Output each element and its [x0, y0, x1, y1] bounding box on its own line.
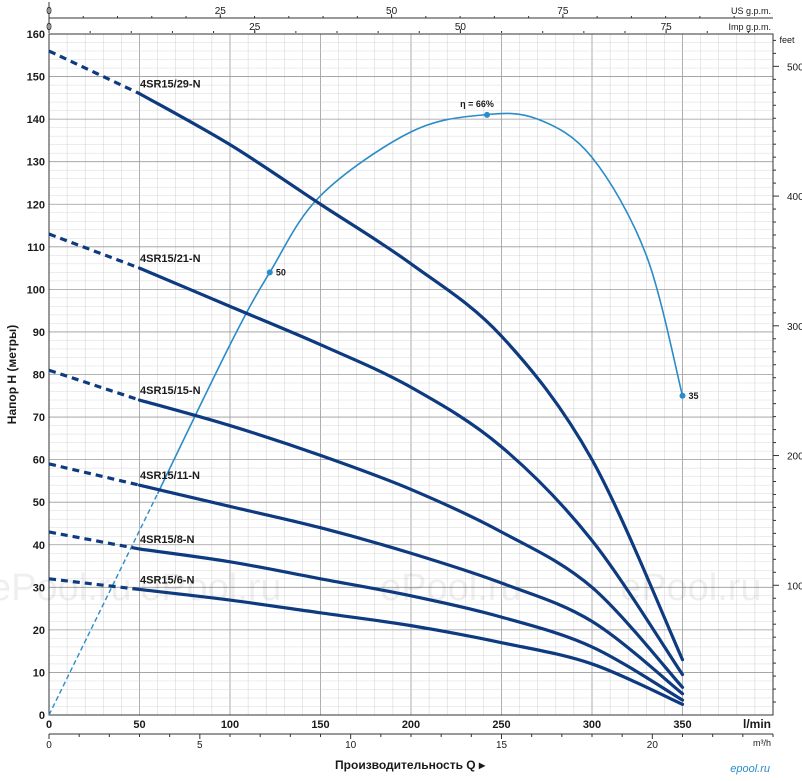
feet-tick-label: 300	[787, 322, 802, 333]
feet-tick-label: 500	[787, 62, 802, 73]
feet-unit-label: feet	[779, 35, 795, 45]
imp-gpm-unit-label: Imp g.p.m.	[728, 22, 771, 32]
efficiency-point	[679, 392, 686, 399]
y-tick-label: 50	[33, 497, 45, 509]
us-gpm-tick-label: 50	[386, 6, 398, 17]
epool-logo: epool.ru	[730, 763, 770, 775]
m3h-tick-label: 5	[197, 740, 203, 751]
efficiency-curve	[156, 112, 684, 495]
watermark-text: ePool.ru	[0, 567, 132, 609]
us-gpm-tick-label: 75	[557, 6, 569, 17]
series-4sr15-8-n: 4SR15/8-N	[48, 530, 685, 702]
pump-curve	[137, 91, 685, 662]
m3h-tick-label: 15	[496, 740, 508, 751]
m3h-unit-label: m³/h	[753, 738, 771, 748]
y-tick-label: 120	[27, 199, 45, 211]
efficiency-curve-dashed	[48, 493, 159, 716]
imp-gpm-tick-label: 25	[249, 22, 261, 33]
curve-label: 4SR15/11-N	[140, 470, 200, 482]
y-tick-label: 150	[27, 72, 45, 84]
grid	[48, 33, 774, 716]
curve-label: 4SR15/29-N	[140, 79, 201, 91]
curve-label: 4SR15/8-N	[140, 534, 194, 546]
x-tick-label: 250	[492, 719, 510, 731]
feet-tick-label: 100	[787, 581, 802, 592]
x-tick-label: 100	[221, 719, 239, 731]
series-4sr15-21-n: 4SR15/21-N	[48, 232, 685, 677]
y-tick-label: 70	[33, 412, 45, 424]
pump-curve	[137, 398, 685, 689]
pump-curve-dashed	[48, 49, 141, 96]
x-axis-title: Производительность Q ▸	[335, 758, 486, 772]
pump-curve-dashed	[48, 232, 141, 270]
watermark-text: ePool.ru	[620, 567, 762, 609]
y-tick-label: 0	[39, 710, 45, 722]
pump-curve-dashed	[48, 530, 140, 551]
y-tick-label: 80	[33, 370, 45, 382]
y-tick-label: 10	[33, 667, 45, 679]
feet-tick-label: 400	[787, 192, 802, 203]
x-unit-label: l/min	[743, 717, 771, 731]
x-tick-label: 0	[46, 719, 52, 731]
efficiency-label: 35	[689, 391, 699, 401]
x-tick-label: 50	[133, 719, 145, 731]
us-gpm-tick-label: 25	[215, 6, 227, 17]
us-gpm-unit-label: US g.p.m.	[731, 6, 771, 16]
efficiency-label: 50	[276, 267, 286, 277]
y-tick-label: 140	[27, 114, 45, 126]
efficiency-label: η = 66%	[460, 99, 494, 109]
watermark-text: ePool.ru	[140, 567, 282, 609]
y-tick-label: 100	[27, 284, 45, 296]
y-tick-label: 130	[27, 157, 45, 169]
us-gpm-tick-label: 0	[46, 6, 52, 17]
imp-gpm-tick-label: 75	[661, 22, 673, 33]
x-tick-label: 350	[673, 719, 691, 731]
efficiency-point	[266, 269, 273, 276]
y-tick-label: 30	[33, 582, 45, 594]
m3h-tick-label: 0	[46, 740, 52, 751]
series-4sr15-15-n: 4SR15/15-N	[48, 368, 685, 689]
x-tick-label: 300	[583, 719, 601, 731]
feet-tick-label: 200	[787, 452, 802, 463]
y-axis-title: Напор H (метры)	[5, 325, 19, 424]
series-4sr15-29-n: 4SR15/29-N	[48, 49, 685, 662]
y-tick-label: 40	[33, 540, 45, 552]
y-tick-label: 60	[33, 455, 45, 467]
y-tick-label: 90	[33, 327, 45, 339]
curve-label: 4SR15/21-N	[140, 253, 201, 265]
m3h-tick-label: 20	[647, 740, 659, 751]
series-4sr15-6-n: 4SR15/6-N	[48, 574, 685, 706]
pump-curve	[137, 483, 685, 696]
y-tick-label: 110	[27, 242, 45, 254]
pump-curve-dashed	[48, 368, 141, 402]
m3h-tick-label: 10	[345, 740, 357, 751]
pump-curve-dashed	[48, 462, 140, 487]
curve-label: 4SR15/6-N	[140, 574, 194, 586]
curve-label: 4SR15/15-N	[140, 385, 201, 397]
imp-gpm-tick-label: 0	[46, 22, 52, 33]
y-tick-label: 20	[33, 625, 45, 637]
watermark-text: ePool.ru	[380, 567, 522, 609]
efficiency-point	[484, 111, 491, 118]
pump-curve	[137, 587, 685, 706]
x-tick-label: 200	[402, 719, 420, 731]
pump-curve	[137, 547, 685, 702]
pump-curve-dashed	[48, 577, 140, 592]
pump-curve	[137, 266, 685, 677]
x-tick-label: 150	[311, 719, 329, 731]
series-4sr15-11-n: 4SR15/11-N	[48, 462, 685, 696]
imp-gpm-tick-label: 50	[455, 22, 467, 33]
y-tick-label: 160	[27, 29, 45, 41]
